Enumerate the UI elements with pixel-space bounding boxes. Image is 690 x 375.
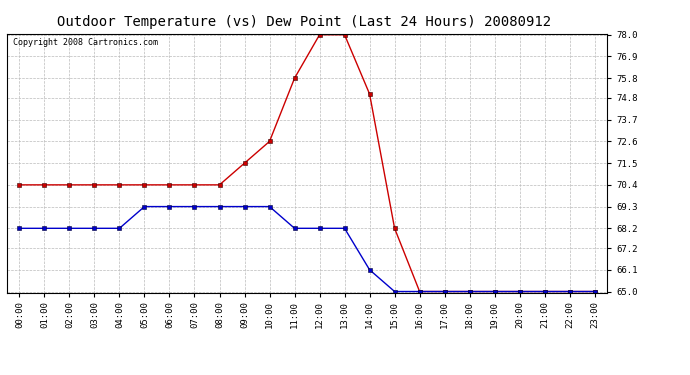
Text: Copyright 2008 Cartronics.com: Copyright 2008 Cartronics.com	[13, 38, 158, 46]
Text: Outdoor Temperature (vs) Dew Point (Last 24 Hours) 20080912: Outdoor Temperature (vs) Dew Point (Last…	[57, 15, 551, 29]
